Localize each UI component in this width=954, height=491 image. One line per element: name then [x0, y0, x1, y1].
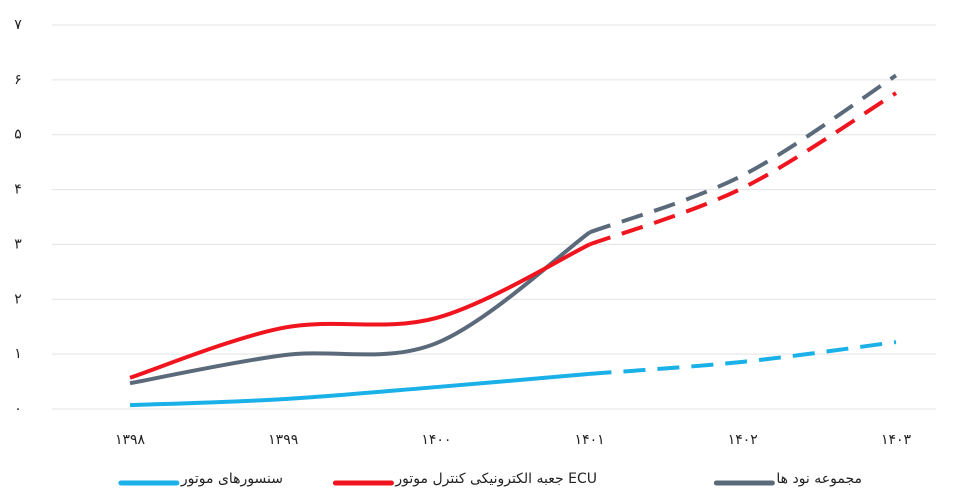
x-tick-label: ۱۴۰۱: [575, 432, 605, 448]
x-tick-label: ۱۳۹۹: [268, 432, 298, 448]
y-tick-label: ۵: [14, 127, 22, 143]
y-tick-label: ۴: [14, 182, 22, 198]
y-tick-label: ۳: [14, 236, 22, 252]
line: [129, 242, 591, 380]
line: [129, 371, 590, 408]
line: [129, 230, 591, 386]
x-tick-label: ۱۴۰۳: [881, 432, 912, 448]
x-tick-label: ۱۳۹۸: [115, 432, 146, 448]
legend-label: جعبه الکترونیکی کنترل موتور ECU: [394, 471, 597, 487]
y-tick-label: ۲: [14, 291, 22, 307]
legend-label: سنسورهای موتور: [180, 471, 283, 487]
legend-label: مجموعه نود ها: [776, 471, 862, 487]
y-tick-label: ۱: [14, 346, 22, 362]
line-dashed: [589, 340, 897, 376]
y-tick-label: ۰: [14, 401, 22, 417]
x-tick-label: ۱۴۰۲: [728, 432, 758, 448]
y-tick-label: ۶: [14, 72, 22, 88]
y-tick-label: ۷: [14, 17, 22, 33]
line-dashed: [588, 73, 898, 235]
line-dashed: [588, 91, 898, 247]
x-tick-label: ۱۴۰۰: [421, 432, 451, 448]
